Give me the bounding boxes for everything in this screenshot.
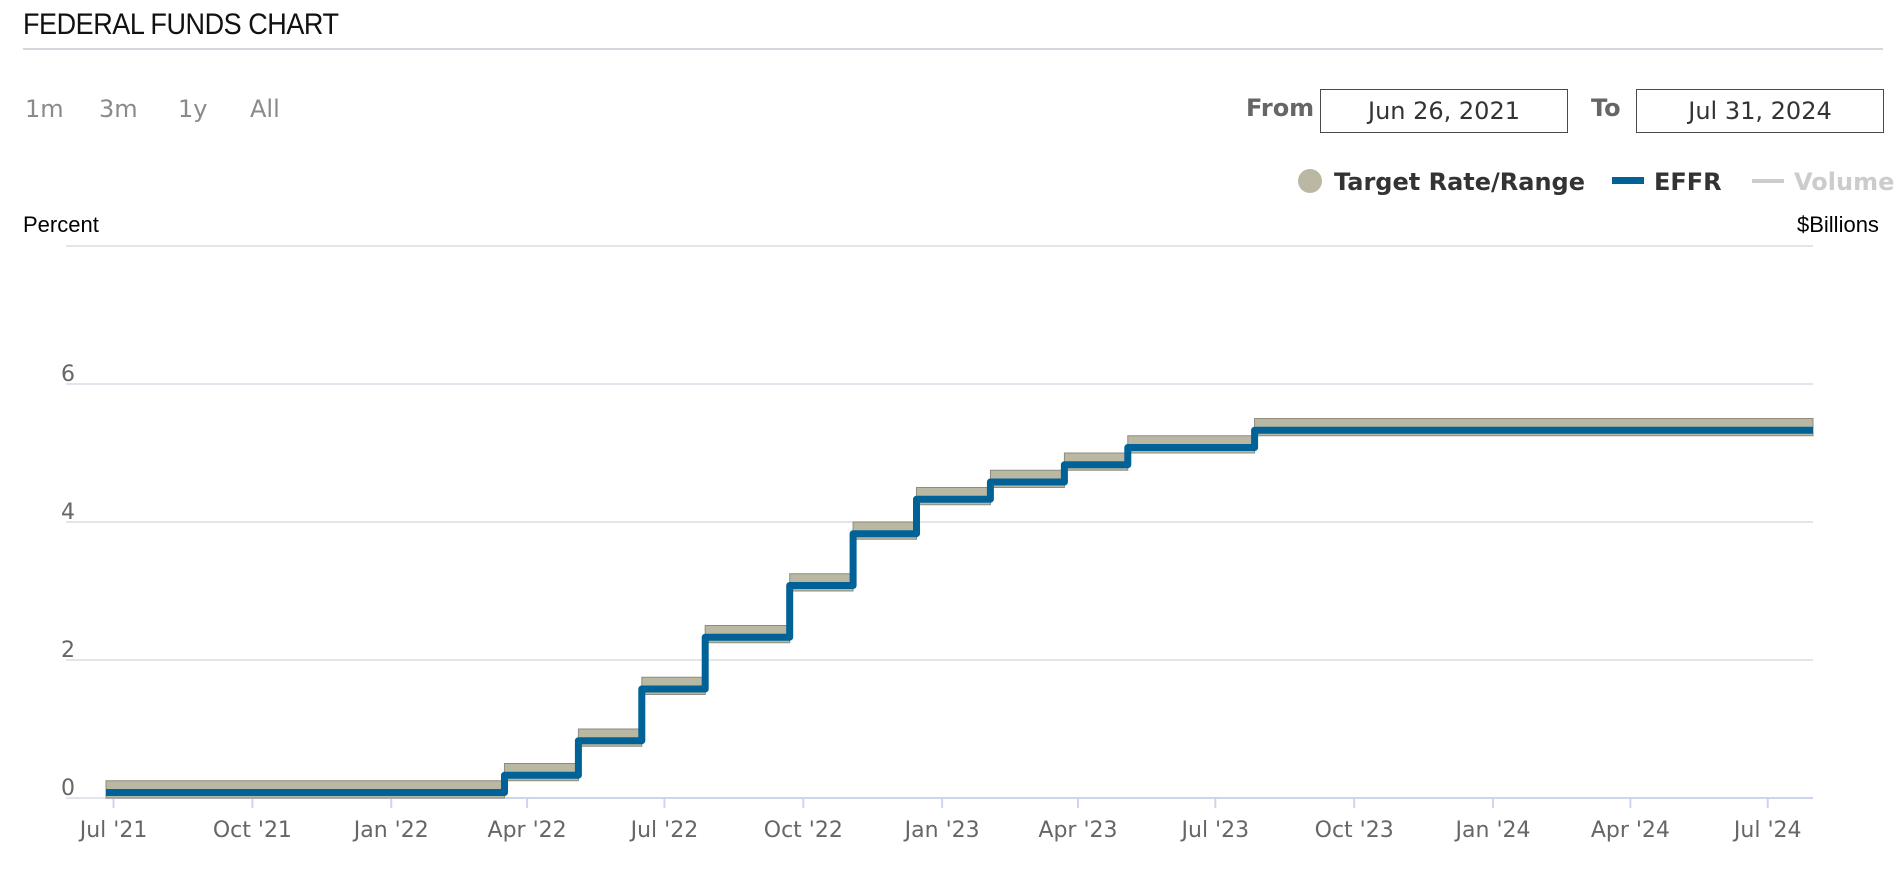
x-tick-label: Apr '24 (1591, 818, 1670, 843)
x-tick-label: Jul '21 (78, 818, 148, 843)
x-tick-label: Jul '23 (1180, 818, 1250, 843)
x-tick-label: Apr '22 (488, 818, 567, 843)
title-divider (23, 48, 1883, 50)
legend-effr[interactable]: EFFR (1612, 168, 1722, 196)
x-tick-label: Jan '22 (352, 818, 429, 843)
range-button-1y[interactable]: 1y (178, 95, 208, 123)
right-axis-title: $Billions (1797, 212, 1879, 237)
x-tick-label: Oct '22 (764, 818, 843, 843)
y-tick-label: 0 (61, 776, 75, 801)
legend-volume-marker-icon (1752, 179, 1784, 183)
y-tick-label: 6 (61, 362, 75, 387)
left-axis-title: Percent (23, 212, 99, 237)
legend-effr-marker-icon (1612, 177, 1644, 184)
x-tick-label: Jan '24 (1454, 818, 1531, 843)
legend-volume[interactable]: Volume (1752, 168, 1894, 196)
x-tick-label: Jul '22 (629, 818, 699, 843)
from-date-input[interactable]: Jun 26, 2021 (1320, 89, 1568, 133)
legend-target-label: Target Rate/Range (1334, 168, 1586, 196)
x-tick-label: Apr '23 (1038, 818, 1117, 843)
legend-target-rate[interactable]: Target Rate/Range (1298, 168, 1585, 196)
legend-effr-label: EFFR (1654, 168, 1722, 196)
x-tick-label: Jul '24 (1732, 818, 1802, 843)
effr-line (106, 426, 1813, 796)
y-tick-label: 2 (61, 638, 75, 663)
from-label: From (1246, 94, 1315, 122)
x-tick-label: Jan '23 (903, 818, 980, 843)
x-tick-label: Oct '21 (213, 818, 292, 843)
x-tick-label: Oct '23 (1315, 818, 1394, 843)
to-label: To (1591, 94, 1621, 122)
y-tick-label: 4 (61, 500, 75, 525)
legend-target-marker-icon (1298, 169, 1322, 193)
to-date-input[interactable]: Jul 31, 2024 (1636, 89, 1884, 133)
range-button-3m[interactable]: 3m (99, 95, 138, 123)
legend-volume-label: Volume (1794, 168, 1895, 196)
range-button-all[interactable]: All (250, 95, 280, 123)
range-button-1m[interactable]: 1m (25, 95, 64, 123)
page-title: FEDERAL FUNDS CHART (23, 8, 339, 41)
